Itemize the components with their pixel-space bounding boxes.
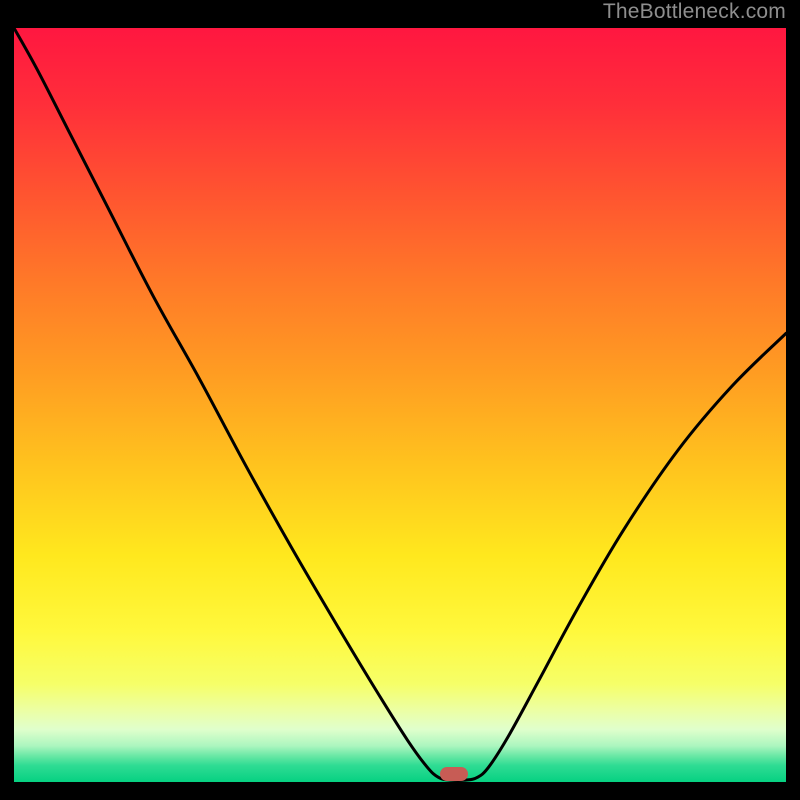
bottleneck-curve <box>14 28 786 782</box>
watermark-text: TheBottleneck.com <box>603 0 786 24</box>
plot-area <box>14 28 786 782</box>
chart-frame: TheBottleneck.com <box>0 0 800 800</box>
optimum-marker <box>440 767 468 781</box>
